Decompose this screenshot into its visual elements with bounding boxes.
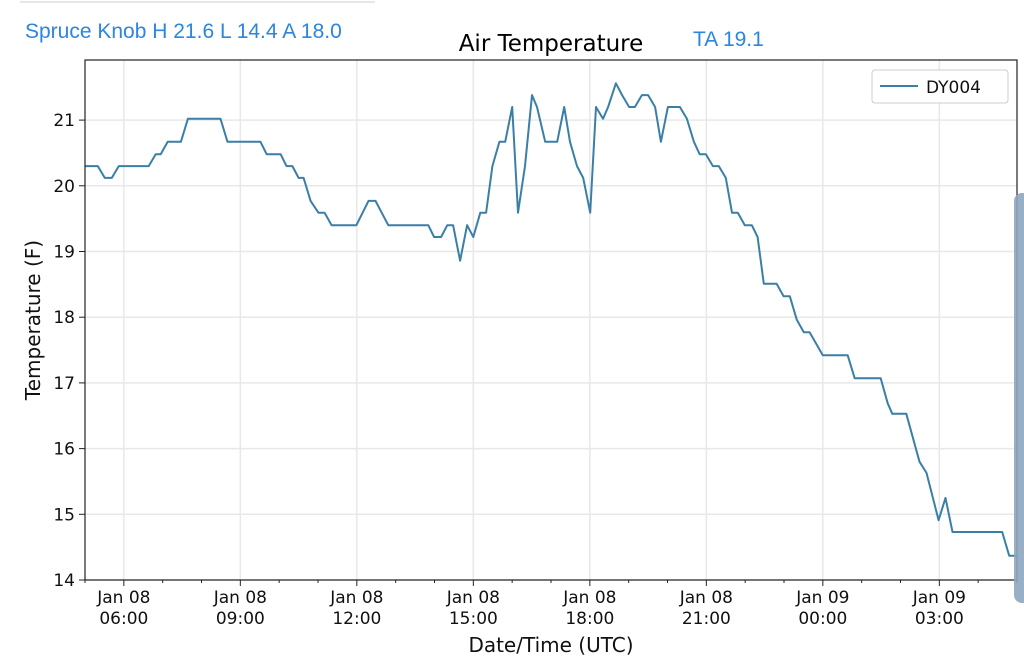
y-tick-label: 19 <box>53 243 75 263</box>
x-tick-label-line: Jan 08 <box>679 588 733 608</box>
legend: DY004 <box>871 69 1009 104</box>
x-tick-label-line: Jan 09 <box>795 588 849 608</box>
y-axis-label: Temperature (F) <box>21 240 45 401</box>
y-tick-label: 14 <box>53 571 75 591</box>
x-tick-label-line: 12:00 <box>332 609 381 629</box>
x-tick-label: Jan 08 06:00 <box>96 588 150 629</box>
x-tick-label-line: Jan 08 <box>446 588 500 608</box>
series-lines <box>84 82 1018 557</box>
x-tick-label: Jan 09 03:00 <box>912 588 966 629</box>
legend-label: DY004 <box>926 78 981 98</box>
y-tick-label: 18 <box>53 308 75 328</box>
x-tick-label-line: Jan 08 <box>562 588 616 608</box>
ta-summary: TA 19.1 <box>693 28 764 51</box>
x-tick-label: Jan 08 18:00 <box>562 588 616 629</box>
y-tick-label: 15 <box>53 505 75 525</box>
y-tick-label: 21 <box>53 111 75 131</box>
x-tick-label-line: 18:00 <box>565 609 614 629</box>
y-tick-label: 16 <box>53 440 75 460</box>
top-divider <box>20 1 375 3</box>
x-tick-label: Jan 08 09:00 <box>213 588 267 629</box>
x-axis-label: Date/Time (UTC) <box>468 633 633 657</box>
x-tick-label-line: 15:00 <box>449 609 498 629</box>
x-tick-label-line: 09:00 <box>216 609 265 629</box>
station-summary: Spruce Knob H 21.6 L 14.4 A 18.0 <box>25 20 342 43</box>
y-tick-label: 20 <box>53 177 75 197</box>
scrollbar[interactable] <box>1014 193 1024 603</box>
y-tick-label: 17 <box>53 374 75 394</box>
x-tick-label-line: 06:00 <box>99 609 148 629</box>
x-tick-label: Jan 08 15:00 <box>446 588 500 629</box>
x-tick-label-line: 21:00 <box>682 609 731 629</box>
series-line-dy004 <box>85 82 1017 557</box>
x-tick-label-line: Jan 09 <box>912 588 966 608</box>
grid <box>85 60 1017 581</box>
x-tick-label: Jan 08 21:00 <box>679 588 733 629</box>
x-tick-label-line: 03:00 <box>915 609 964 629</box>
x-tick-label: Jan 09 00:00 <box>795 588 849 629</box>
x-tick-label-line: 00:00 <box>798 609 847 629</box>
x-tick-label-line: Jan 08 <box>96 588 150 608</box>
x-tick-label-line: Jan 08 <box>329 588 383 608</box>
chart-title: Air Temperature <box>459 31 644 57</box>
x-tick-label-line: Jan 08 <box>213 588 267 608</box>
legend-box <box>871 69 1009 104</box>
plot-frame <box>84 59 1018 581</box>
x-tick-label: Jan 08 12:00 <box>329 588 383 629</box>
